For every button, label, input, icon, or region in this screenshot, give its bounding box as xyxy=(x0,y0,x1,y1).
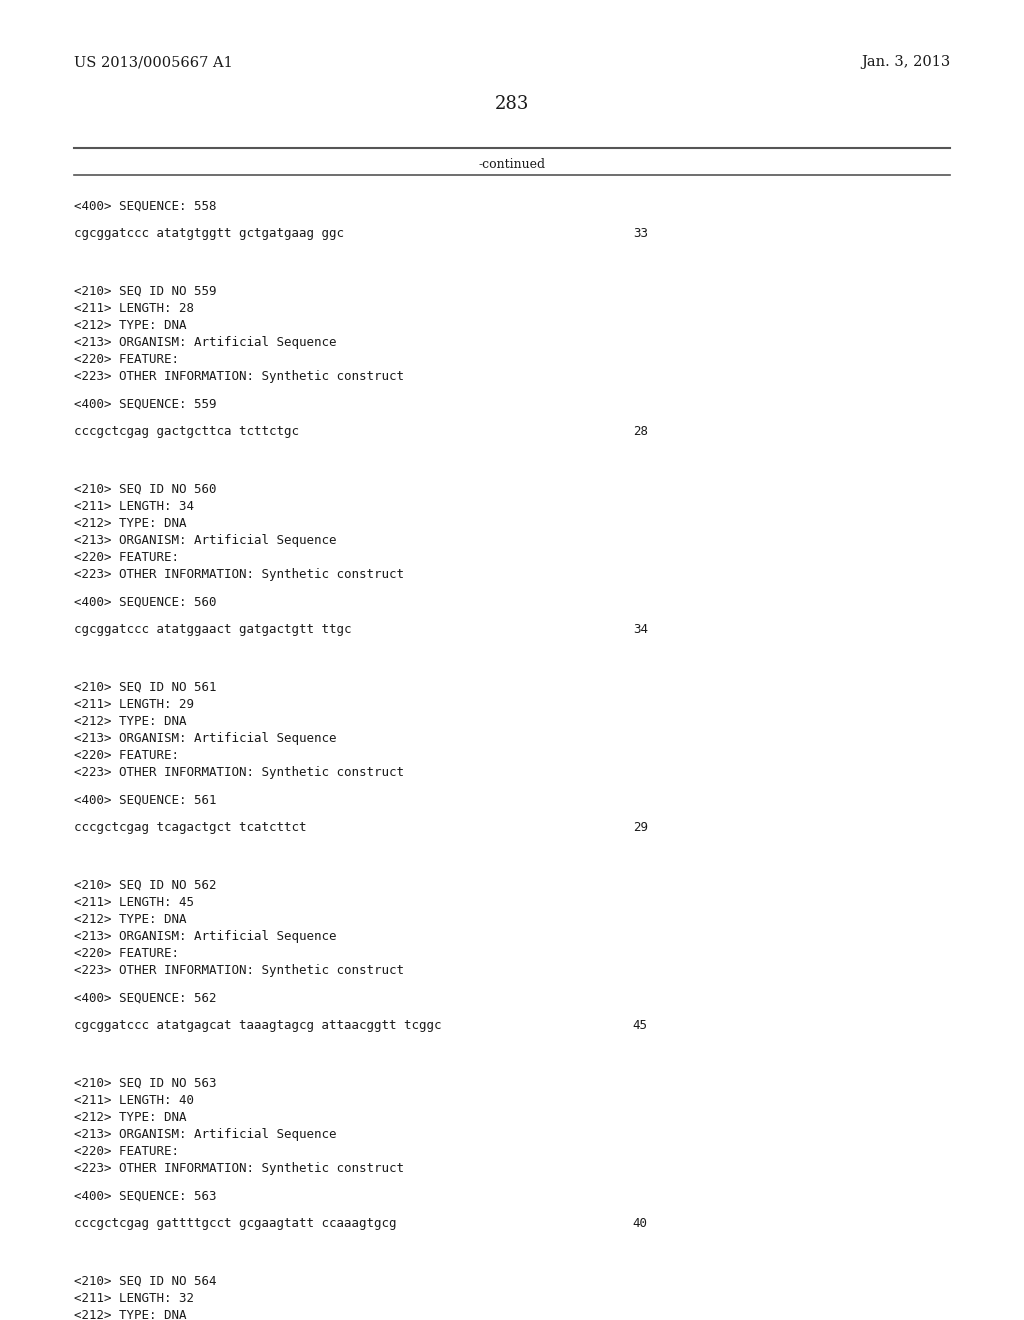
Text: <400> SEQUENCE: 562: <400> SEQUENCE: 562 xyxy=(74,993,216,1005)
Text: <213> ORGANISM: Artificial Sequence: <213> ORGANISM: Artificial Sequence xyxy=(74,733,336,744)
Text: <211> LENGTH: 45: <211> LENGTH: 45 xyxy=(74,896,194,909)
Text: cgcggatccc atatgagcat taaagtagcg attaacggtt tcggc: cgcggatccc atatgagcat taaagtagcg attaacg… xyxy=(74,1019,441,1032)
Text: <400> SEQUENCE: 559: <400> SEQUENCE: 559 xyxy=(74,399,216,411)
Text: <223> OTHER INFORMATION: Synthetic construct: <223> OTHER INFORMATION: Synthetic const… xyxy=(74,1162,403,1175)
Text: <400> SEQUENCE: 558: <400> SEQUENCE: 558 xyxy=(74,201,216,213)
Text: <212> TYPE: DNA: <212> TYPE: DNA xyxy=(74,715,186,729)
Text: 40: 40 xyxy=(633,1217,648,1230)
Text: <211> LENGTH: 28: <211> LENGTH: 28 xyxy=(74,302,194,315)
Text: cgcggatccc atatggaact gatgactgtt ttgc: cgcggatccc atatggaact gatgactgtt ttgc xyxy=(74,623,351,636)
Text: <213> ORGANISM: Artificial Sequence: <213> ORGANISM: Artificial Sequence xyxy=(74,931,336,942)
Text: Jan. 3, 2013: Jan. 3, 2013 xyxy=(861,55,950,69)
Text: <213> ORGANISM: Artificial Sequence: <213> ORGANISM: Artificial Sequence xyxy=(74,1129,336,1140)
Text: <400> SEQUENCE: 560: <400> SEQUENCE: 560 xyxy=(74,597,216,609)
Text: <223> OTHER INFORMATION: Synthetic construct: <223> OTHER INFORMATION: Synthetic const… xyxy=(74,964,403,977)
Text: <210> SEQ ID NO 563: <210> SEQ ID NO 563 xyxy=(74,1077,216,1090)
Text: <210> SEQ ID NO 561: <210> SEQ ID NO 561 xyxy=(74,681,216,694)
Text: 33: 33 xyxy=(633,227,648,240)
Text: <210> SEQ ID NO 564: <210> SEQ ID NO 564 xyxy=(74,1275,216,1288)
Text: <212> TYPE: DNA: <212> TYPE: DNA xyxy=(74,1111,186,1125)
Text: cccgctcgag tcagactgct tcatcttct: cccgctcgag tcagactgct tcatcttct xyxy=(74,821,306,834)
Text: <220> FEATURE:: <220> FEATURE: xyxy=(74,352,179,366)
Text: <211> LENGTH: 34: <211> LENGTH: 34 xyxy=(74,500,194,513)
Text: cccgctcgag gactgcttca tcttctgc: cccgctcgag gactgcttca tcttctgc xyxy=(74,425,299,438)
Text: <220> FEATURE:: <220> FEATURE: xyxy=(74,1144,179,1158)
Text: <210> SEQ ID NO 562: <210> SEQ ID NO 562 xyxy=(74,879,216,892)
Text: 28: 28 xyxy=(633,425,648,438)
Text: <212> TYPE: DNA: <212> TYPE: DNA xyxy=(74,319,186,333)
Text: <220> FEATURE:: <220> FEATURE: xyxy=(74,748,179,762)
Text: <223> OTHER INFORMATION: Synthetic construct: <223> OTHER INFORMATION: Synthetic const… xyxy=(74,766,403,779)
Text: <211> LENGTH: 40: <211> LENGTH: 40 xyxy=(74,1094,194,1107)
Text: <223> OTHER INFORMATION: Synthetic construct: <223> OTHER INFORMATION: Synthetic const… xyxy=(74,568,403,581)
Text: <211> LENGTH: 32: <211> LENGTH: 32 xyxy=(74,1292,194,1305)
Text: <210> SEQ ID NO 560: <210> SEQ ID NO 560 xyxy=(74,483,216,496)
Text: -continued: -continued xyxy=(478,158,546,172)
Text: <211> LENGTH: 29: <211> LENGTH: 29 xyxy=(74,698,194,711)
Text: <400> SEQUENCE: 561: <400> SEQUENCE: 561 xyxy=(74,795,216,807)
Text: US 2013/0005667 A1: US 2013/0005667 A1 xyxy=(74,55,232,69)
Text: <220> FEATURE:: <220> FEATURE: xyxy=(74,946,179,960)
Text: <220> FEATURE:: <220> FEATURE: xyxy=(74,550,179,564)
Text: <210> SEQ ID NO 559: <210> SEQ ID NO 559 xyxy=(74,285,216,298)
Text: 45: 45 xyxy=(633,1019,648,1032)
Text: 283: 283 xyxy=(495,95,529,114)
Text: 29: 29 xyxy=(633,821,648,834)
Text: <223> OTHER INFORMATION: Synthetic construct: <223> OTHER INFORMATION: Synthetic const… xyxy=(74,370,403,383)
Text: <400> SEQUENCE: 563: <400> SEQUENCE: 563 xyxy=(74,1191,216,1203)
Text: cccgctcgag gattttgcct gcgaagtatt ccaaagtgcg: cccgctcgag gattttgcct gcgaagtatt ccaaagt… xyxy=(74,1217,396,1230)
Text: <213> ORGANISM: Artificial Sequence: <213> ORGANISM: Artificial Sequence xyxy=(74,337,336,348)
Text: <212> TYPE: DNA: <212> TYPE: DNA xyxy=(74,517,186,531)
Text: <213> ORGANISM: Artificial Sequence: <213> ORGANISM: Artificial Sequence xyxy=(74,535,336,546)
Text: cgcggatccc atatgtggtt gctgatgaag ggc: cgcggatccc atatgtggtt gctgatgaag ggc xyxy=(74,227,344,240)
Text: <212> TYPE: DNA: <212> TYPE: DNA xyxy=(74,913,186,927)
Text: 34: 34 xyxy=(633,623,648,636)
Text: <212> TYPE: DNA: <212> TYPE: DNA xyxy=(74,1309,186,1320)
